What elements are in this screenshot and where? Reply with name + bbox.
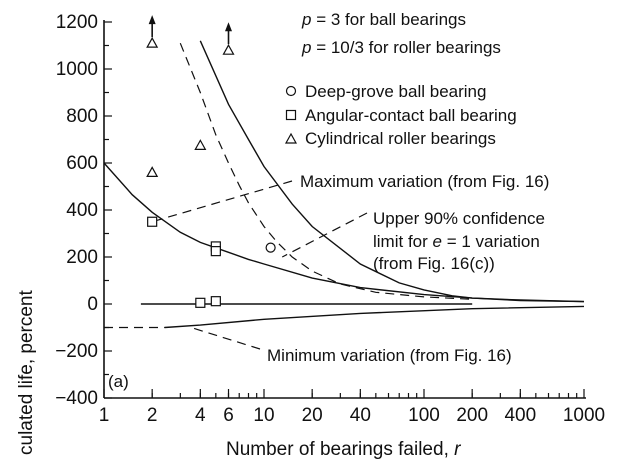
tick-labels: −400 −200 0 200 400 600 800 1000 1200 1 2 4 6 10 20 40 1… <box>55 12 605 426</box>
square-point <box>195 297 206 308</box>
p-note-roller-var: p <box>301 38 311 57</box>
legend-label-angular-contact: Angular-contact ball bearing <box>305 106 517 125</box>
p-note-ball-text: = 3 for ball bearings <box>311 10 466 29</box>
y-tick-label: −200 <box>55 341 98 362</box>
p-note-ball: p = 3 for ball bearings <box>301 10 466 29</box>
annotation-line2-rest: = 1 variation <box>442 232 540 251</box>
y-tick-label: 0 <box>87 294 98 315</box>
x-tick-label: 200 <box>456 405 488 426</box>
arrow-head-icon <box>225 22 233 32</box>
x-tick-label: 100 <box>408 405 440 426</box>
p-note-roller-text: = 10/3 for roller bearings <box>311 38 500 57</box>
axis-ticks <box>103 21 585 399</box>
y-tick-label: 600 <box>66 153 98 174</box>
triangle-point <box>146 166 159 177</box>
x-tick-label: 40 <box>350 405 371 426</box>
annotation-maximum-variation: Maximum variation (from Fig. 16) <box>300 172 549 191</box>
annotation-line2-var: e <box>433 232 442 251</box>
x-tick-label: 10 <box>253 405 274 426</box>
square-point <box>210 246 221 257</box>
curve-dashed-0 <box>179 42 473 300</box>
y-axis-title: culated life, percent <box>16 290 37 455</box>
annotation-leader-0 <box>151 180 293 223</box>
x-tick-label: 20 <box>302 405 323 426</box>
triangle-point <box>194 139 207 150</box>
legend: Deep-grove ball bearing Angular-contact … <box>284 82 517 148</box>
x-tick-label: 6 <box>223 405 234 426</box>
x-tick-label: 400 <box>504 405 536 426</box>
annotation-upper-confidence-line3: (from Fig. 16(c)) <box>373 254 495 273</box>
annotation-line2-text: limit for <box>373 232 433 251</box>
data-markers <box>146 15 276 308</box>
annotation-upper-confidence-line2: limit for e = 1 variation <box>373 232 540 251</box>
x-tick-label: 1000 <box>563 405 605 426</box>
x-axis-title-text: Number of bearings failed, <box>226 439 454 460</box>
x-tick-label: 2 <box>147 405 158 426</box>
y-tick-label: 1200 <box>56 12 98 33</box>
panel-label: (a) <box>108 372 129 391</box>
legend-label-deep-groove: Deep-grove ball bearing <box>305 82 486 101</box>
annotation-upper-confidence-line1: Upper 90% confidence <box>373 209 545 228</box>
legend-label-cylindrical-roller: Cylindrical roller bearings <box>305 129 496 148</box>
circle-point <box>265 242 276 253</box>
curve-solid-2 <box>199 40 585 303</box>
y-tick-label: 800 <box>66 106 98 127</box>
x-axis-title: Number of bearings failed, r <box>226 439 461 460</box>
arrow-head-icon <box>148 15 156 25</box>
x-tick-label: 4 <box>195 405 206 426</box>
p-note-ball-var: p <box>301 10 311 29</box>
annotation-leader-1 <box>281 212 368 258</box>
x-tick-label: 1 <box>99 405 110 426</box>
triangle-point <box>146 36 159 48</box>
x-axis-title-variable: r <box>454 439 461 460</box>
square-point <box>147 216 158 227</box>
annotation-leaders <box>151 180 368 350</box>
annotation-leader-4 <box>190 326 261 350</box>
square-point <box>210 296 221 307</box>
p-note-roller: p = 10/3 for roller bearings <box>301 38 501 57</box>
triangle-point <box>222 43 235 55</box>
curve-solid-4 <box>164 305 585 329</box>
annotation-minimum-variation: Minimum variation (from Fig. 16) <box>267 346 512 365</box>
axes <box>103 20 586 399</box>
legend-circle-icon <box>285 85 297 97</box>
legend-square-icon <box>285 109 297 121</box>
legend-triangle-icon <box>284 132 298 144</box>
y-tick-label: −400 <box>55 388 98 409</box>
y-tick-label: 200 <box>66 247 98 268</box>
y-tick-label: 400 <box>66 200 98 221</box>
y-tick-label: 1000 <box>56 59 98 80</box>
